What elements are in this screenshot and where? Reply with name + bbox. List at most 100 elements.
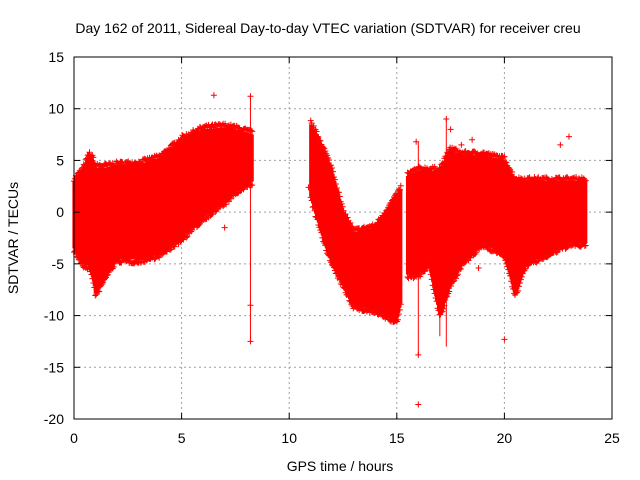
y-tick-label: 10 [48,101,64,117]
data-point-outlier [565,133,572,140]
y-axis-title: SDTVAR / TECUs [5,182,21,294]
data-point [397,182,404,189]
data-point [156,254,163,261]
data-point [573,174,580,181]
data-point [452,275,459,282]
y-tick-label: 5 [56,152,64,168]
y-tick-label: -5 [52,256,65,272]
data-point [322,148,329,155]
data-point [335,189,342,196]
data-point [235,124,242,131]
y-tick-label: -15 [44,359,64,375]
axis-ticks: 0 5 10 15 20 25 -20 -15 -10 -5 0 5 10 15 [44,49,620,446]
data-point [332,181,339,188]
data-point [92,292,99,299]
data-point [90,154,97,161]
data-point [473,249,480,256]
data-point [517,276,524,283]
data-point [86,149,93,156]
data-point-outlier [469,136,476,143]
data-point-outlier [475,264,482,271]
data-point [440,305,447,312]
data-point [582,242,589,249]
data-point [310,122,317,129]
data-point [324,152,331,159]
x-tick-label: 25 [604,430,620,446]
data-point [446,288,453,295]
data-point [439,308,446,315]
data-points [71,92,589,408]
data-point [397,301,404,308]
data-point [493,152,500,159]
data-point-outlier [443,116,450,123]
x-tick-label: 20 [497,430,513,446]
y-tick-label: 0 [56,204,64,220]
data-point [453,272,460,279]
data-point [500,154,507,161]
data-point-outlier [413,138,420,145]
data-point [394,316,401,323]
data-point [151,256,158,263]
data-point [450,278,457,285]
data-point-outlier [305,184,312,191]
data-point [396,306,403,313]
data-point [101,275,108,282]
data-point [315,134,322,141]
data-point [184,233,191,240]
x-tick-label: 5 [178,430,186,446]
data-point [442,297,449,304]
data-point-outlier [557,141,564,148]
data-point-outlier [221,224,228,231]
data-point [509,169,516,176]
data-point [448,283,455,290]
data-point [330,174,337,181]
data-point [338,200,345,207]
data-point [514,287,521,294]
data-point [421,268,428,275]
data-point [195,221,202,228]
data-point [329,168,336,175]
data-point [248,127,255,134]
data-point [458,262,465,269]
data-point [317,137,324,144]
data-point-outlier [247,338,254,345]
data-point [457,265,464,272]
data-point [344,214,351,221]
data-point [516,279,523,286]
y-tick-label: -10 [44,308,64,324]
data-point [111,260,118,267]
x-tick-label: 0 [70,430,78,446]
data-point [501,153,508,160]
data-point [339,203,346,210]
data-point [171,243,178,250]
data-point-outlier [415,401,422,408]
x-tick-label: 15 [389,430,405,446]
chart-title: Day 162 of 2011, Sidereal Day-to-day VTE… [75,20,580,36]
data-point [331,176,338,183]
data-point [340,207,347,214]
data-point [342,210,349,217]
data-point [518,273,525,280]
data-point-outlier [247,302,254,309]
data-point [515,283,522,290]
data-point [96,288,103,295]
data-point [333,185,340,192]
data-point [395,311,402,318]
data-point [329,165,336,171]
data-point [314,133,321,140]
data-point [222,120,229,127]
data-point [170,243,177,250]
data-point [183,234,190,241]
data-point [320,144,327,151]
data-point [313,128,320,135]
data-point [347,219,354,226]
data-point-outlier [415,351,422,358]
data-point [328,162,335,169]
y-tick-label: -20 [44,411,64,427]
data-point [503,159,510,166]
data-point [227,195,234,202]
data-point-outlier [447,126,454,133]
data-point-outlier [210,92,217,99]
